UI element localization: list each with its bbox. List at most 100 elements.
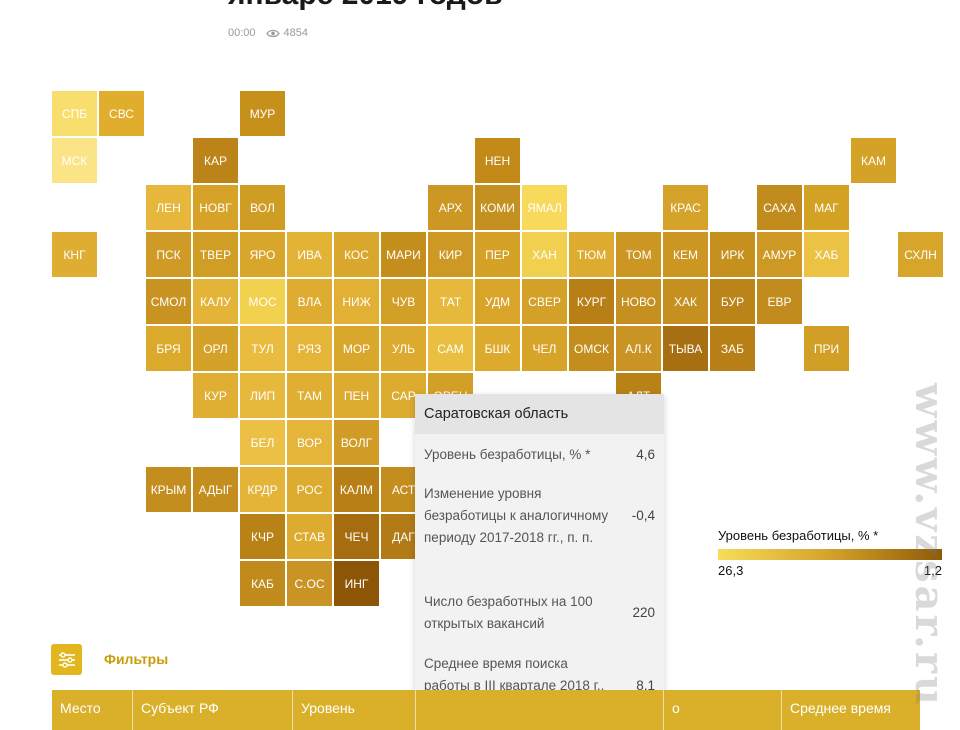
region-tile-shln[interactable]: СХЛН	[898, 232, 943, 277]
region-tile-saha[interactable]: САХА	[757, 185, 802, 230]
region-tile-omsk[interactable]: ОМСК	[569, 326, 614, 371]
region-tile-tul[interactable]: ТУЛ	[240, 326, 285, 371]
region-tile-chuv[interactable]: ЧУВ	[381, 279, 426, 324]
tooltip-row-value: 4,6	[636, 447, 655, 462]
region-tile-nen[interactable]: НЕН	[475, 138, 520, 183]
region-tile-orl[interactable]: ОРЛ	[193, 326, 238, 371]
region-tile-vor[interactable]: ВОР	[287, 420, 332, 465]
region-tile-vla[interactable]: ВЛА	[287, 279, 332, 324]
publish-time: 00:00	[228, 27, 256, 39]
region-tile-yamal[interactable]: ЯМАЛ	[522, 185, 567, 230]
region-tile-yaro[interactable]: ЯРО	[240, 232, 285, 277]
region-tile-iva[interactable]: ИВА	[287, 232, 332, 277]
region-tile-evr[interactable]: ЕВР	[757, 279, 802, 324]
region-tile-svs[interactable]: СВС	[99, 91, 144, 136]
region-tile-arh[interactable]: АРХ	[428, 185, 473, 230]
region-tile-kem[interactable]: КЕМ	[663, 232, 708, 277]
region-tile-ryaz[interactable]: РЯЗ	[287, 326, 332, 371]
region-tile-krym[interactable]: КРЫМ	[146, 467, 191, 512]
eye-icon	[265, 29, 280, 37]
region-tile-kir[interactable]: КИР	[428, 232, 473, 277]
table-header-unemployment[interactable]: Уровень	[292, 690, 415, 730]
region-tile-kab[interactable]: КАБ	[240, 561, 285, 606]
region-tile-volg[interactable]: ВОЛГ	[334, 420, 379, 465]
legend-title: Уровень безработицы, % *	[718, 528, 879, 543]
region-tile-pen[interactable]: ПЕН	[334, 373, 379, 418]
region-tile-zab[interactable]: ЗАБ	[710, 326, 755, 371]
table-header-hidden[interactable]	[415, 690, 663, 730]
region-tile-brya[interactable]: БРЯ	[146, 326, 191, 371]
region-tile-adyg[interactable]: АДЫГ	[193, 467, 238, 512]
region-tile-kalm[interactable]: КАЛМ	[334, 467, 379, 512]
region-tile-ul[interactable]: УЛЬ	[381, 326, 426, 371]
region-tile-chech[interactable]: ЧЕЧ	[334, 514, 379, 559]
region-tile-komi[interactable]: КОМИ	[475, 185, 520, 230]
region-tile-mur[interactable]: МУР	[240, 91, 285, 136]
region-tile-psk[interactable]: ПСК	[146, 232, 191, 277]
tooltip-row-label: Уровень безработицы, % *	[424, 447, 591, 462]
legend-ticks: 26,3 1,2	[718, 563, 942, 578]
region-tile-vol[interactable]: ВОЛ	[240, 185, 285, 230]
region-tile-kchr[interactable]: КЧР	[240, 514, 285, 559]
region-tile-kng[interactable]: КНГ	[52, 232, 97, 277]
region-tile-tyva[interactable]: ТЫВА	[663, 326, 708, 371]
region-tile-sam[interactable]: САМ	[428, 326, 473, 371]
region-tile-spb[interactable]: СПБ	[52, 91, 97, 136]
region-tile-tyum[interactable]: ТЮМ	[569, 232, 614, 277]
region-tile-kam[interactable]: КАМ	[851, 138, 896, 183]
filters-button[interactable]	[51, 644, 82, 675]
region-tile-udm[interactable]: УДМ	[475, 279, 520, 324]
region-tile-nizh[interactable]: НИЖ	[334, 279, 379, 324]
region-tile-ros[interactable]: РОС	[287, 467, 332, 512]
region-tile-tat[interactable]: ТАТ	[428, 279, 473, 324]
region-tile-ing[interactable]: ИНГ	[334, 561, 379, 606]
region-tile-len[interactable]: ЛЕН	[146, 185, 191, 230]
region-tile-krdr[interactable]: КРДР	[240, 467, 285, 512]
table-header-search-time[interactable]: Среднее время	[781, 690, 920, 730]
region-tile-kur[interactable]: КУР	[193, 373, 238, 418]
region-tile-mos[interactable]: МОС	[240, 279, 285, 324]
region-tile-stav[interactable]: СТАВ	[287, 514, 332, 559]
region-tile-novo[interactable]: НОВО	[616, 279, 661, 324]
region-tile-per[interactable]: ПЕР	[475, 232, 520, 277]
region-tile-kos[interactable]: КОС	[334, 232, 379, 277]
tooltip-row-label: Число безработных на 100 открытых ваканс…	[424, 594, 593, 631]
tooltip-row: Уровень безработицы, % * 4,6	[424, 444, 655, 466]
table-header-vacancies[interactable]: о	[663, 690, 781, 730]
tooltip-region-name: Саратовская область	[415, 394, 664, 434]
region-tile-tom[interactable]: ТОМ	[616, 232, 661, 277]
region-tile-irk[interactable]: ИРК	[710, 232, 755, 277]
region-tile-tam[interactable]: ТАМ	[287, 373, 332, 418]
region-tile-bshk[interactable]: БШК	[475, 326, 520, 371]
watermark: www.vzsar.ru	[905, 380, 955, 710]
table-header-region[interactable]: Субъект РФ	[132, 690, 292, 730]
region-tile-sver[interactable]: СВЕР	[522, 279, 567, 324]
region-tile-kras[interactable]: КРАС	[663, 185, 708, 230]
region-tile-mari[interactable]: МАРИ	[381, 232, 426, 277]
region-tile-alk[interactable]: АЛ.К	[616, 326, 661, 371]
region-tile-mor[interactable]: МОР	[334, 326, 379, 371]
region-tile-kar[interactable]: КАР	[193, 138, 238, 183]
region-tile-hab[interactable]: ХАБ	[804, 232, 849, 277]
region-tile-msk[interactable]: МСК	[52, 138, 97, 183]
region-tile-bur[interactable]: БУР	[710, 279, 755, 324]
region-tile-lip[interactable]: ЛИП	[240, 373, 285, 418]
region-tile-mag[interactable]: МАГ	[804, 185, 849, 230]
region-tile-kurg[interactable]: КУРГ	[569, 279, 614, 324]
region-tile-amur[interactable]: АМУР	[757, 232, 802, 277]
region-tile-sos[interactable]: С.ОС	[287, 561, 332, 606]
region-tile-novg[interactable]: НОВГ	[193, 185, 238, 230]
page-title: январе 2019 годов	[228, 0, 503, 12]
region-tile-han[interactable]: ХАН	[522, 232, 567, 277]
region-tile-chel[interactable]: ЧЕЛ	[522, 326, 567, 371]
region-tile-hak[interactable]: ХАК	[663, 279, 708, 324]
region-tile-smol[interactable]: СМОЛ	[146, 279, 191, 324]
filters-label[interactable]: Фильтры	[104, 651, 169, 667]
region-tile-pri[interactable]: ПРИ	[804, 326, 849, 371]
table-header-rank[interactable]: Место	[60, 700, 101, 716]
watermark-text: www.vzsar.ru	[906, 382, 954, 708]
region-tile-bel[interactable]: БЕЛ	[240, 420, 285, 465]
region-tile-tver[interactable]: ТВЕР	[193, 232, 238, 277]
region-tile-kalu[interactable]: КАЛУ	[193, 279, 238, 324]
